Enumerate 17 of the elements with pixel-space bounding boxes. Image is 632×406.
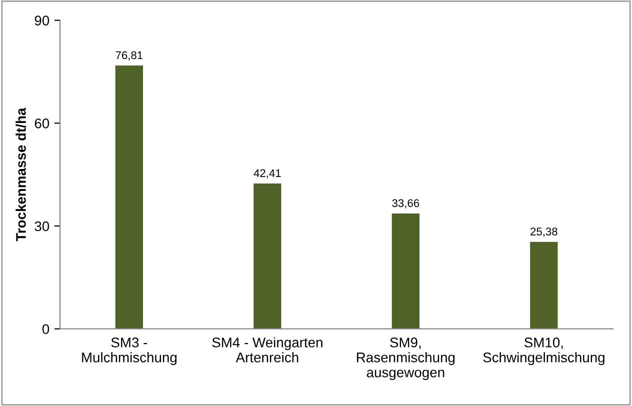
y-tick-label: 0: [42, 324, 50, 334]
y-axis-title: Trockenmasse dt/ha: [16, 108, 26, 242]
y-tick-label: 30: [34, 221, 50, 232]
data-label: 76,81: [116, 51, 143, 60]
bar: [530, 242, 558, 329]
data-label: 25,38: [530, 228, 558, 237]
x-tick-label: SM4 - Weingarten Artenreich: [212, 337, 322, 362]
bar: [392, 213, 420, 329]
data-label: 42,41: [254, 169, 281, 178]
x-tick-label: SM10, Schwingelmischung: [483, 338, 604, 366]
bar: [254, 183, 282, 329]
bar: [115, 66, 143, 329]
x-tick-label: SM3 - Mulchmischung: [82, 338, 177, 366]
y-tick-label: 90: [34, 16, 50, 26]
x-tick-label: SM9, Rasenmischung ausgewogen: [357, 338, 455, 380]
data-label: 33,66: [392, 199, 420, 208]
y-tick-label: 60: [34, 118, 50, 128]
